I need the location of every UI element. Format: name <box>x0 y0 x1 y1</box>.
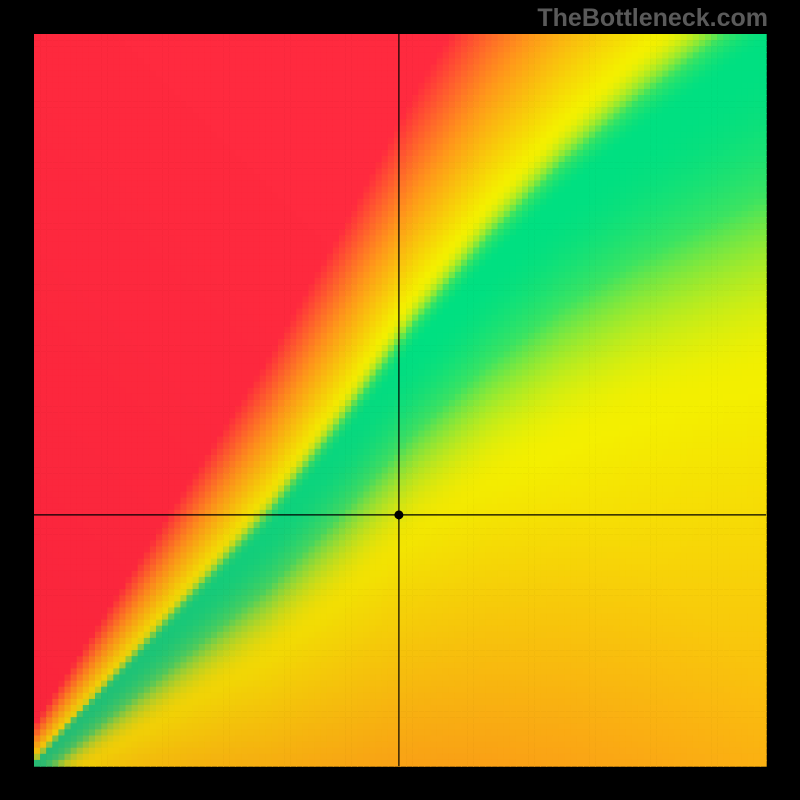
chart-container: TheBottleneck.com <box>0 0 800 800</box>
bottleneck-heatmap <box>0 0 800 800</box>
watermark-text: TheBottleneck.com <box>537 4 768 33</box>
